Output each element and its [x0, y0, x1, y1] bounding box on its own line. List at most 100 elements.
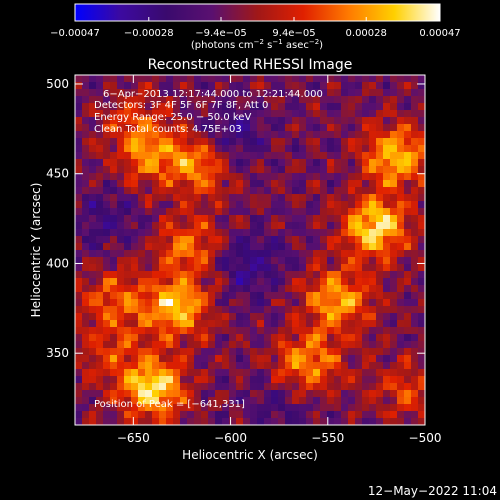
heatmap-cell — [180, 236, 188, 244]
heatmap-cell — [341, 404, 349, 412]
heatmap-cell — [383, 124, 391, 132]
heatmap-cell — [215, 299, 223, 307]
heatmap-cell — [299, 292, 307, 300]
heatmap-cell — [320, 131, 328, 139]
heatmap-cell — [348, 278, 356, 286]
heatmap-cell — [152, 138, 160, 146]
heatmap-cell — [341, 327, 349, 335]
heatmap-cell — [201, 397, 209, 405]
heatmap-cell — [124, 194, 132, 202]
heatmap-cell — [117, 278, 125, 286]
heatmap-cell — [341, 243, 349, 251]
heatmap-cell — [201, 89, 209, 97]
heatmap-cell — [306, 383, 314, 391]
heatmap-cell — [131, 89, 139, 97]
heatmap-cell — [250, 411, 258, 419]
heatmap-cell — [383, 131, 391, 139]
heatmap-cell — [187, 418, 195, 425]
heatmap-cell — [194, 264, 202, 272]
heatmap-cell — [131, 348, 139, 356]
heatmap-cell — [159, 89, 167, 97]
heatmap-cell — [299, 138, 307, 146]
heatmap-cell — [194, 257, 202, 265]
heatmap-cell — [152, 124, 160, 132]
heatmap-cell — [313, 390, 321, 398]
heatmap-cell — [334, 180, 342, 188]
heatmap-cell — [75, 250, 83, 258]
heatmap-cell — [257, 250, 265, 258]
heatmap-cell — [320, 257, 328, 265]
heatmap-cell — [292, 369, 300, 377]
heatmap-cell — [208, 187, 216, 195]
heatmap-cell — [334, 222, 342, 230]
heatmap-cell — [236, 334, 244, 342]
colorbar-tick-label: 0.00047 — [419, 28, 460, 39]
heatmap-cell — [117, 152, 125, 160]
heatmap-cell — [264, 187, 272, 195]
heatmap-cell — [103, 418, 111, 425]
heatmap-cell — [355, 285, 363, 293]
heatmap-cell — [82, 278, 90, 286]
heatmap-cell — [383, 250, 391, 258]
heatmap-cell — [89, 334, 97, 342]
heatmap-cell — [355, 376, 363, 384]
heatmap-cell — [208, 313, 216, 321]
heatmap-cell — [278, 124, 286, 132]
heatmap-cell — [390, 355, 398, 363]
heatmap-cell — [82, 201, 90, 209]
heatmap-cell — [103, 145, 111, 153]
colorbar-gradient — [74, 3, 441, 22]
heatmap-cell — [110, 180, 118, 188]
heatmap-cell — [166, 117, 174, 125]
heatmap-cell — [131, 187, 139, 195]
heatmap-cell — [166, 131, 174, 139]
heatmap-cell — [411, 96, 419, 104]
heatmap-cell — [327, 250, 335, 258]
heatmap-cell — [236, 313, 244, 321]
heatmap-cell — [222, 187, 230, 195]
heatmap-cell — [96, 124, 104, 132]
heatmap-cell — [229, 404, 237, 412]
heatmap-cell — [173, 152, 181, 160]
heatmap-cell — [145, 397, 153, 405]
heatmap-cell — [306, 180, 314, 188]
heatmap-cell — [271, 292, 279, 300]
heatmap-cell — [306, 166, 314, 174]
heatmap-cell — [103, 390, 111, 398]
heatmap-cell — [145, 215, 153, 223]
heatmap-cell — [110, 145, 118, 153]
heatmap-cell — [131, 411, 139, 419]
heatmap-cell — [194, 250, 202, 258]
heatmap-cell — [138, 145, 146, 153]
heatmap-cell — [411, 75, 419, 83]
heatmap-cell — [418, 75, 425, 83]
heatmap-cell — [327, 138, 335, 146]
heatmap-cell — [152, 152, 160, 160]
heatmap-cell — [390, 222, 398, 230]
heatmap-cell — [376, 278, 384, 286]
heatmap-cell — [334, 362, 342, 370]
heatmap-cell — [292, 89, 300, 97]
heatmap-cell — [383, 110, 391, 118]
heatmap-cell — [229, 341, 237, 349]
heatmap-cell — [383, 285, 391, 293]
colorbar-unit: (photons cm−2 s−1 asec−2) — [191, 38, 323, 51]
heatmap-cell — [369, 390, 377, 398]
heatmap-cell — [411, 152, 419, 160]
heatmap-cell — [152, 229, 160, 237]
heatmap-cell — [418, 292, 425, 300]
heatmap-cell — [376, 299, 384, 307]
heatmap-cell — [257, 82, 265, 90]
heatmap-cell — [285, 243, 293, 251]
heatmap-cell — [159, 292, 167, 300]
heatmap-cell — [201, 222, 209, 230]
heatmap-cell — [89, 355, 97, 363]
heatmap-cell — [306, 215, 314, 223]
heatmap-cell — [236, 355, 244, 363]
heatmap-cell — [383, 383, 391, 391]
heatmap-cell — [313, 145, 321, 153]
heatmap-cell — [348, 313, 356, 321]
heatmap-cell — [355, 341, 363, 349]
heatmap-cell — [320, 292, 328, 300]
heatmap-cell — [208, 383, 216, 391]
